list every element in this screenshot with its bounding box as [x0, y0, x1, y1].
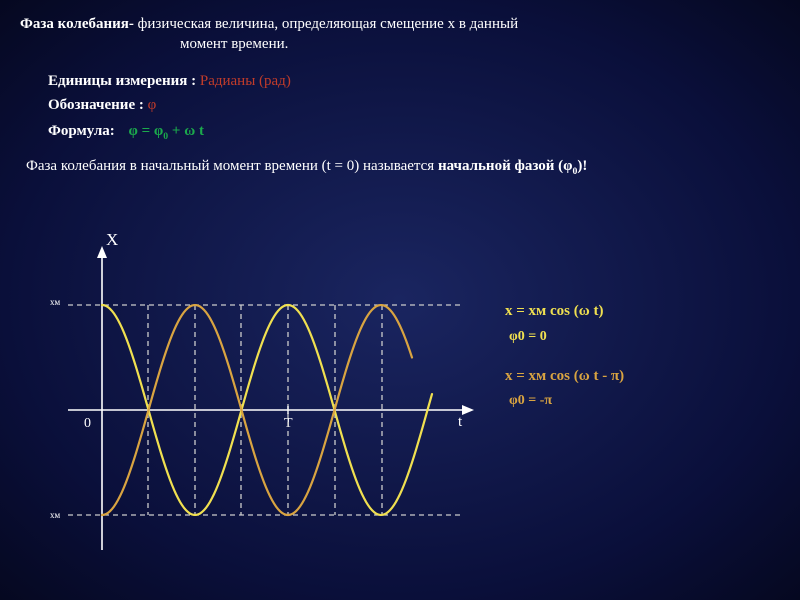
chart-svg [40, 230, 480, 570]
title-rest2: момент времени. [180, 36, 288, 52]
phase-note-bold2: )! [577, 158, 587, 174]
formula-t: t [195, 123, 204, 139]
phase-note-t1: Фаза колебания в начальный момент времен… [26, 158, 438, 174]
title-rest1: физическая величина, определяющая смещен… [134, 16, 518, 32]
eq2-main: x = xм cos (ω t - π) [505, 365, 624, 388]
eq1-main: x = xм cos (ω t) [505, 300, 624, 323]
phase-note-bold: начальной фазой (φ [438, 158, 573, 174]
formula-plus: + ω [168, 123, 195, 139]
designation-value: φ [148, 97, 157, 113]
title-strong: Фаза колебания- [20, 16, 134, 32]
units-label: Единицы измерения : [48, 73, 200, 89]
formula-label: Формула: [48, 123, 115, 139]
designation-label: Обозначение : [48, 97, 148, 113]
eq2-sub: φ0 = -π [509, 390, 624, 411]
oscillation-chart: X xм xм 0 T t [40, 230, 480, 570]
eq1-sub: φ0 = 0 [509, 326, 624, 347]
formula-lhs: φ = φ [129, 123, 164, 139]
units-value: Радианы (рад) [200, 73, 291, 89]
